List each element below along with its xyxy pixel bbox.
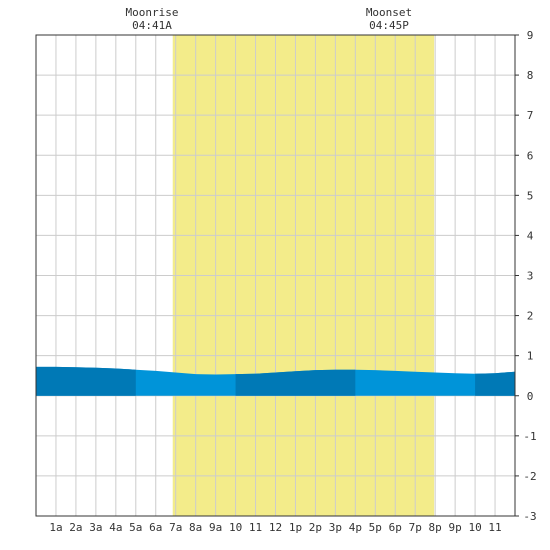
- y-tick-label: 8: [527, 69, 534, 82]
- x-tick-label: 1p: [289, 521, 302, 534]
- y-tick-label: 0: [527, 390, 534, 403]
- y-tick-label: 6: [527, 149, 534, 162]
- y-tick-label: -3: [523, 510, 536, 523]
- y-tick-label: -2: [523, 470, 536, 483]
- x-tick-label: 9p: [449, 521, 462, 534]
- y-tick-label: -1: [523, 430, 536, 443]
- y-tick-label: 7: [527, 109, 534, 122]
- moonset-time: 04:45P: [369, 19, 409, 32]
- x-tick-label: 10: [229, 521, 242, 534]
- moonrise-time: 04:41A: [132, 19, 172, 32]
- x-tick-label: 8p: [429, 521, 442, 534]
- x-tick-label: 11: [249, 521, 262, 534]
- y-tick-label: 1: [527, 350, 534, 363]
- tide-fill-dark: [36, 366, 136, 396]
- x-tick-label: 6p: [389, 521, 402, 534]
- y-tick-label: 9: [527, 29, 534, 42]
- grid: [36, 34, 515, 517]
- x-tick-label: 5a: [129, 521, 142, 534]
- moonset-label: Moonset: [366, 6, 412, 19]
- y-tick-label: 5: [527, 189, 534, 202]
- y-tick-label: 3: [527, 270, 534, 283]
- x-tick-label: 7p: [409, 521, 422, 534]
- x-tick-label: 3a: [89, 521, 102, 534]
- x-axis: 1a 2a 3a 4a 5a 6a 7a 8a 9a 10 11 12 1p 2p 3p 4p 5p 6p 7p 8p…: [49, 521, 501, 534]
- moonrise-label: Moonrise: [126, 6, 179, 19]
- x-tick-label: 2p: [309, 521, 322, 534]
- x-tick-label: 10: [468, 521, 481, 534]
- x-tick-label: 9a: [209, 521, 222, 534]
- moonset-annotation: Moonset 04:45P: [366, 6, 412, 32]
- x-tick-label: 5p: [369, 521, 382, 534]
- x-tick-label: 8a: [189, 521, 202, 534]
- x-tick-label: 4a: [109, 521, 122, 534]
- y-axis: -3 -2 -1 0 1 2 3 4 5 6 7 8 9: [515, 29, 537, 523]
- y-tick-label: 2: [527, 310, 534, 323]
- x-tick-label: 12: [269, 521, 282, 534]
- plot-area: [35, 34, 516, 517]
- x-tick-label: 4p: [349, 521, 362, 534]
- x-tick-label: 2a: [69, 521, 82, 534]
- x-tick-label: 11: [488, 521, 501, 534]
- moonrise-annotation: Moonrise 04:41A: [126, 6, 179, 32]
- x-tick-label: 7a: [169, 521, 182, 534]
- x-tick-label: 1a: [49, 521, 62, 534]
- x-tick-label: 6a: [149, 521, 162, 534]
- y-tick-label: 4: [527, 229, 534, 242]
- x-tick-label: 3p: [329, 521, 342, 534]
